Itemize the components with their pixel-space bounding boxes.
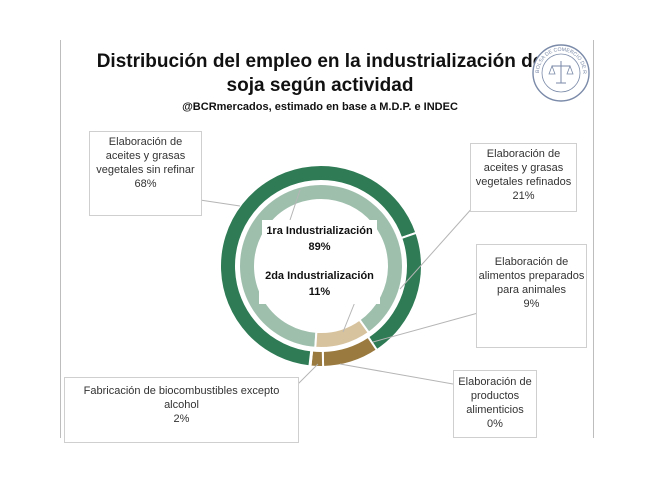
leader-productos-alimenticios [339, 363, 454, 385]
label-aceites-refinados: Elaboración de aceites y grasas vegetale… [470, 143, 577, 212]
callout-2da-industrializacion: 2da Industrialización 11% [259, 266, 380, 304]
label-alimentos-animales-value: 9% [523, 298, 540, 310]
label-biocombustibles: Fabricación de biocombustibles excepto a… [64, 377, 299, 443]
label-alimentos-animales: Elaboración de alimentos preparados para… [476, 244, 587, 348]
callout-1ra-industrializacion: 1ra Industrialización 89% [262, 220, 377, 259]
label-productos-alimenticios-value: 0% [487, 418, 503, 430]
leader-aceites-refinados [399, 205, 475, 290]
slice-2da-industrializacion [314, 318, 371, 349]
label-productos-alimenticios-text: Elaboración de productos alimenticios [458, 376, 532, 416]
chart-subtitle: @BCRmercados, estimado en base a M.D.P. … [182, 101, 458, 113]
leader-1ra-pointer [289, 189, 301, 221]
leader-biocombustibles [296, 363, 319, 386]
label-aceites-sin-refinar: Elaboración de aceites y grasas vegetale… [89, 131, 202, 216]
leader-lines [199, 189, 479, 386]
leader-alimentos-animales [372, 312, 479, 343]
label-biocombustibles-text: Fabricación de biocombustibles excepto a… [83, 385, 280, 411]
label-productos-alimenticios: Elaboración de productos alimenticios 0% [453, 370, 537, 438]
label-aceites-refinados-value: 21% [512, 190, 535, 202]
bcr-seal-logo: BOLSA DE COMERCIO DE ROSARIO [531, 43, 590, 102]
leader-2da-pointer [342, 301, 356, 333]
label-biocombustibles-value: 2% [173, 413, 190, 425]
chart-title: Distribución del empleo en la industrial… [96, 51, 544, 96]
callout-2da-value: 11% [308, 286, 331, 298]
label-alimentos-animales-text: Elaboración de alimentos preparados para… [478, 256, 585, 296]
slice-1ra-industrializacion [238, 183, 404, 349]
leader-aceites-sin-refinar [199, 199, 241, 207]
callout-1ra-label: 1ra Industrialización [266, 225, 373, 237]
slice-productos-alimenticios [308, 349, 314, 368]
inner-ring [238, 183, 404, 349]
label-aceites-sin-refinar-value: 68% [134, 178, 157, 190]
label-aceites-sin-refinar-text: Elaboración de aceites y grasas vegetale… [96, 136, 195, 176]
callout-2da-label: 2da Industrialización [265, 270, 374, 282]
label-aceites-refinados-text: Elaboración de aceites y grasas vegetale… [475, 148, 572, 188]
outer-ring [219, 164, 423, 368]
callout-1ra-value: 89% [308, 241, 331, 253]
